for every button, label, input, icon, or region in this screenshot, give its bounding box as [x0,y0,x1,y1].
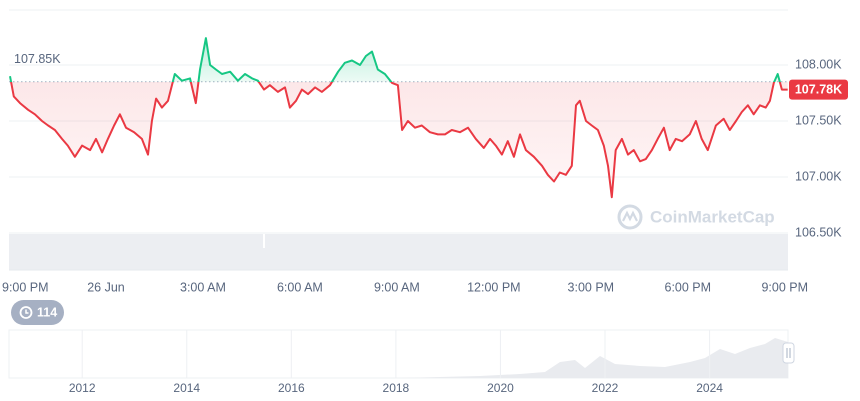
navigator-tick-label: 2024 [696,381,723,395]
navigator[interactable] [8,329,795,379]
navigator-tick-label: 2014 [173,381,200,395]
volume-gap [263,234,265,248]
x-tick-label: 12:00 PM [467,280,521,294]
x-tick-label: 3:00 AM [180,280,226,294]
price-area [10,38,788,198]
y-tick-label: 106.50K [795,225,842,239]
volume-area [9,234,788,270]
x-tick-label: 6:00 PM [665,280,712,294]
navigator-tick-label: 2012 [69,381,96,395]
current-price-label: 107.78K [795,82,842,96]
navigator-tick-label: 2020 [487,381,514,395]
navigator-area [9,338,788,378]
x-tick-label: 9:00 AM [374,280,420,294]
x-tick-label: 6:00 AM [277,280,323,294]
badge-count: 114 [37,305,57,319]
y-tick-label: 107.00K [795,169,842,183]
reference-label: 107.85K [14,52,61,66]
x-tick-label: 3:00 PM [568,280,615,294]
x-tick-label: 9:00 PM [2,280,49,294]
navigator-tick-label: 2018 [383,381,410,395]
x-tick-label: 9:00 PM [761,280,808,294]
x-tick-label: 26 Jun [87,280,125,294]
y-tick-label: 108.00K [795,57,842,71]
y-tick-label: 107.50K [795,113,842,127]
watermark-text: CoinMarketCap [650,207,775,226]
navigator-tick-label: 2016 [278,381,305,395]
price-line [9,37,788,199]
watermark: CoinMarketCap [617,204,775,230]
current-price-box [789,79,848,100]
navigator-tick-label: 2022 [592,381,619,395]
history-badge[interactable]: 114 [11,300,64,325]
